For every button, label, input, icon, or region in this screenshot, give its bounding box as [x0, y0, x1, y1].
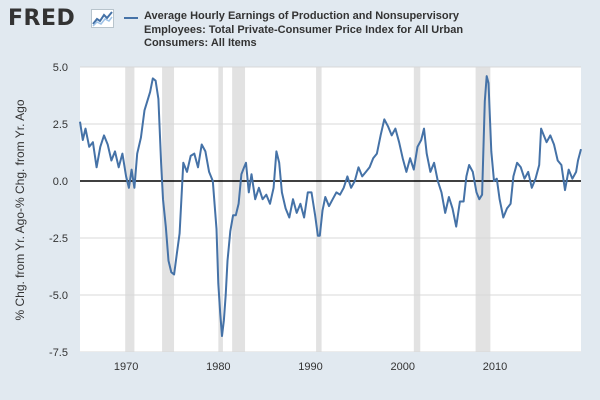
recession-band	[162, 67, 175, 352]
fred-trend-line-icon	[91, 9, 114, 28]
recession-band	[232, 67, 246, 352]
y-tick-label: -5.0	[49, 290, 68, 302]
legend-swatch	[124, 17, 138, 19]
y-tick-labels: 5.0 2.5 0.0 -2.5 -5.0 -7.5	[49, 62, 68, 359]
x-tick-label: 1990	[298, 361, 322, 373]
x-tick-labels: 1970 1980 1990 2000 2010	[114, 361, 507, 373]
x-tick-label: 2000	[391, 361, 415, 373]
fred-logo[interactable]: FRED	[8, 6, 76, 31]
y-axis-label: % Chg. from Yr. Ago-% Chg. from Yr. Ago	[13, 99, 27, 320]
recession-band	[475, 67, 491, 352]
recession-bands	[125, 67, 491, 352]
x-tick-label: 1970	[114, 361, 138, 373]
x-tick-label: 2010	[483, 361, 507, 373]
y-tick-label: 5.0	[53, 62, 68, 74]
recession-band	[125, 67, 135, 352]
chart-header: FRED Average Hourly Earnings of Producti…	[0, 0, 600, 66]
x-tick-label: 1980	[206, 361, 230, 373]
y-tick-label: 0.0	[53, 176, 68, 188]
legend-series-label: Average Hourly Earnings of Production an…	[144, 10, 464, 49]
series-line	[79, 75, 582, 337]
x-axis-band	[80, 352, 581, 376]
y-tick-label: 2.5	[53, 119, 68, 131]
recession-band	[413, 67, 421, 352]
y-tick-label: -7.5	[49, 347, 68, 359]
y-tick-label: -2.5	[49, 233, 68, 245]
recession-band	[316, 67, 322, 352]
recession-band	[218, 67, 223, 352]
